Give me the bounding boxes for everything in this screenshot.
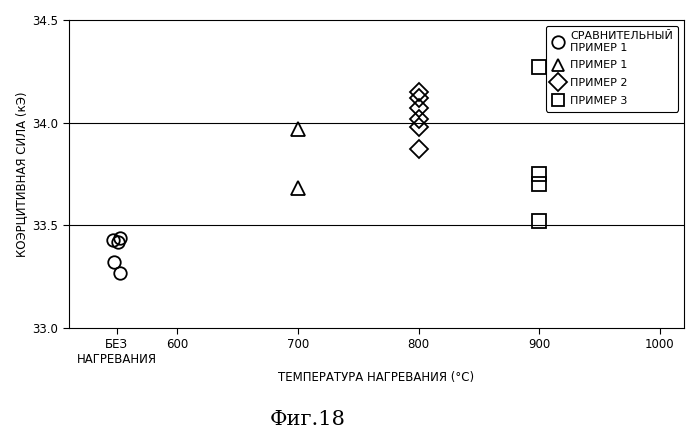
Text: Фиг.18: Фиг.18: [270, 410, 345, 429]
Y-axis label: КОЭРЦИТИВНАЯ СИЛА (кЭ): КОЭРЦИТИВНАЯ СИЛА (кЭ): [15, 91, 28, 257]
Legend: СРАВНИТЕЛЬНЫЙ
ПРИМЕР 1, ПРИМЕР 1, ПРИМЕР 2, ПРИМЕР 3: СРАВНИТЕЛЬНЫЙ ПРИМЕР 1, ПРИМЕР 1, ПРИМЕР…: [545, 25, 679, 112]
X-axis label: ТЕМПЕРАТУРА НАГРЕВАНИЯ (°С): ТЕМПЕРАТУРА НАГРЕВАНИЯ (°С): [278, 371, 475, 384]
